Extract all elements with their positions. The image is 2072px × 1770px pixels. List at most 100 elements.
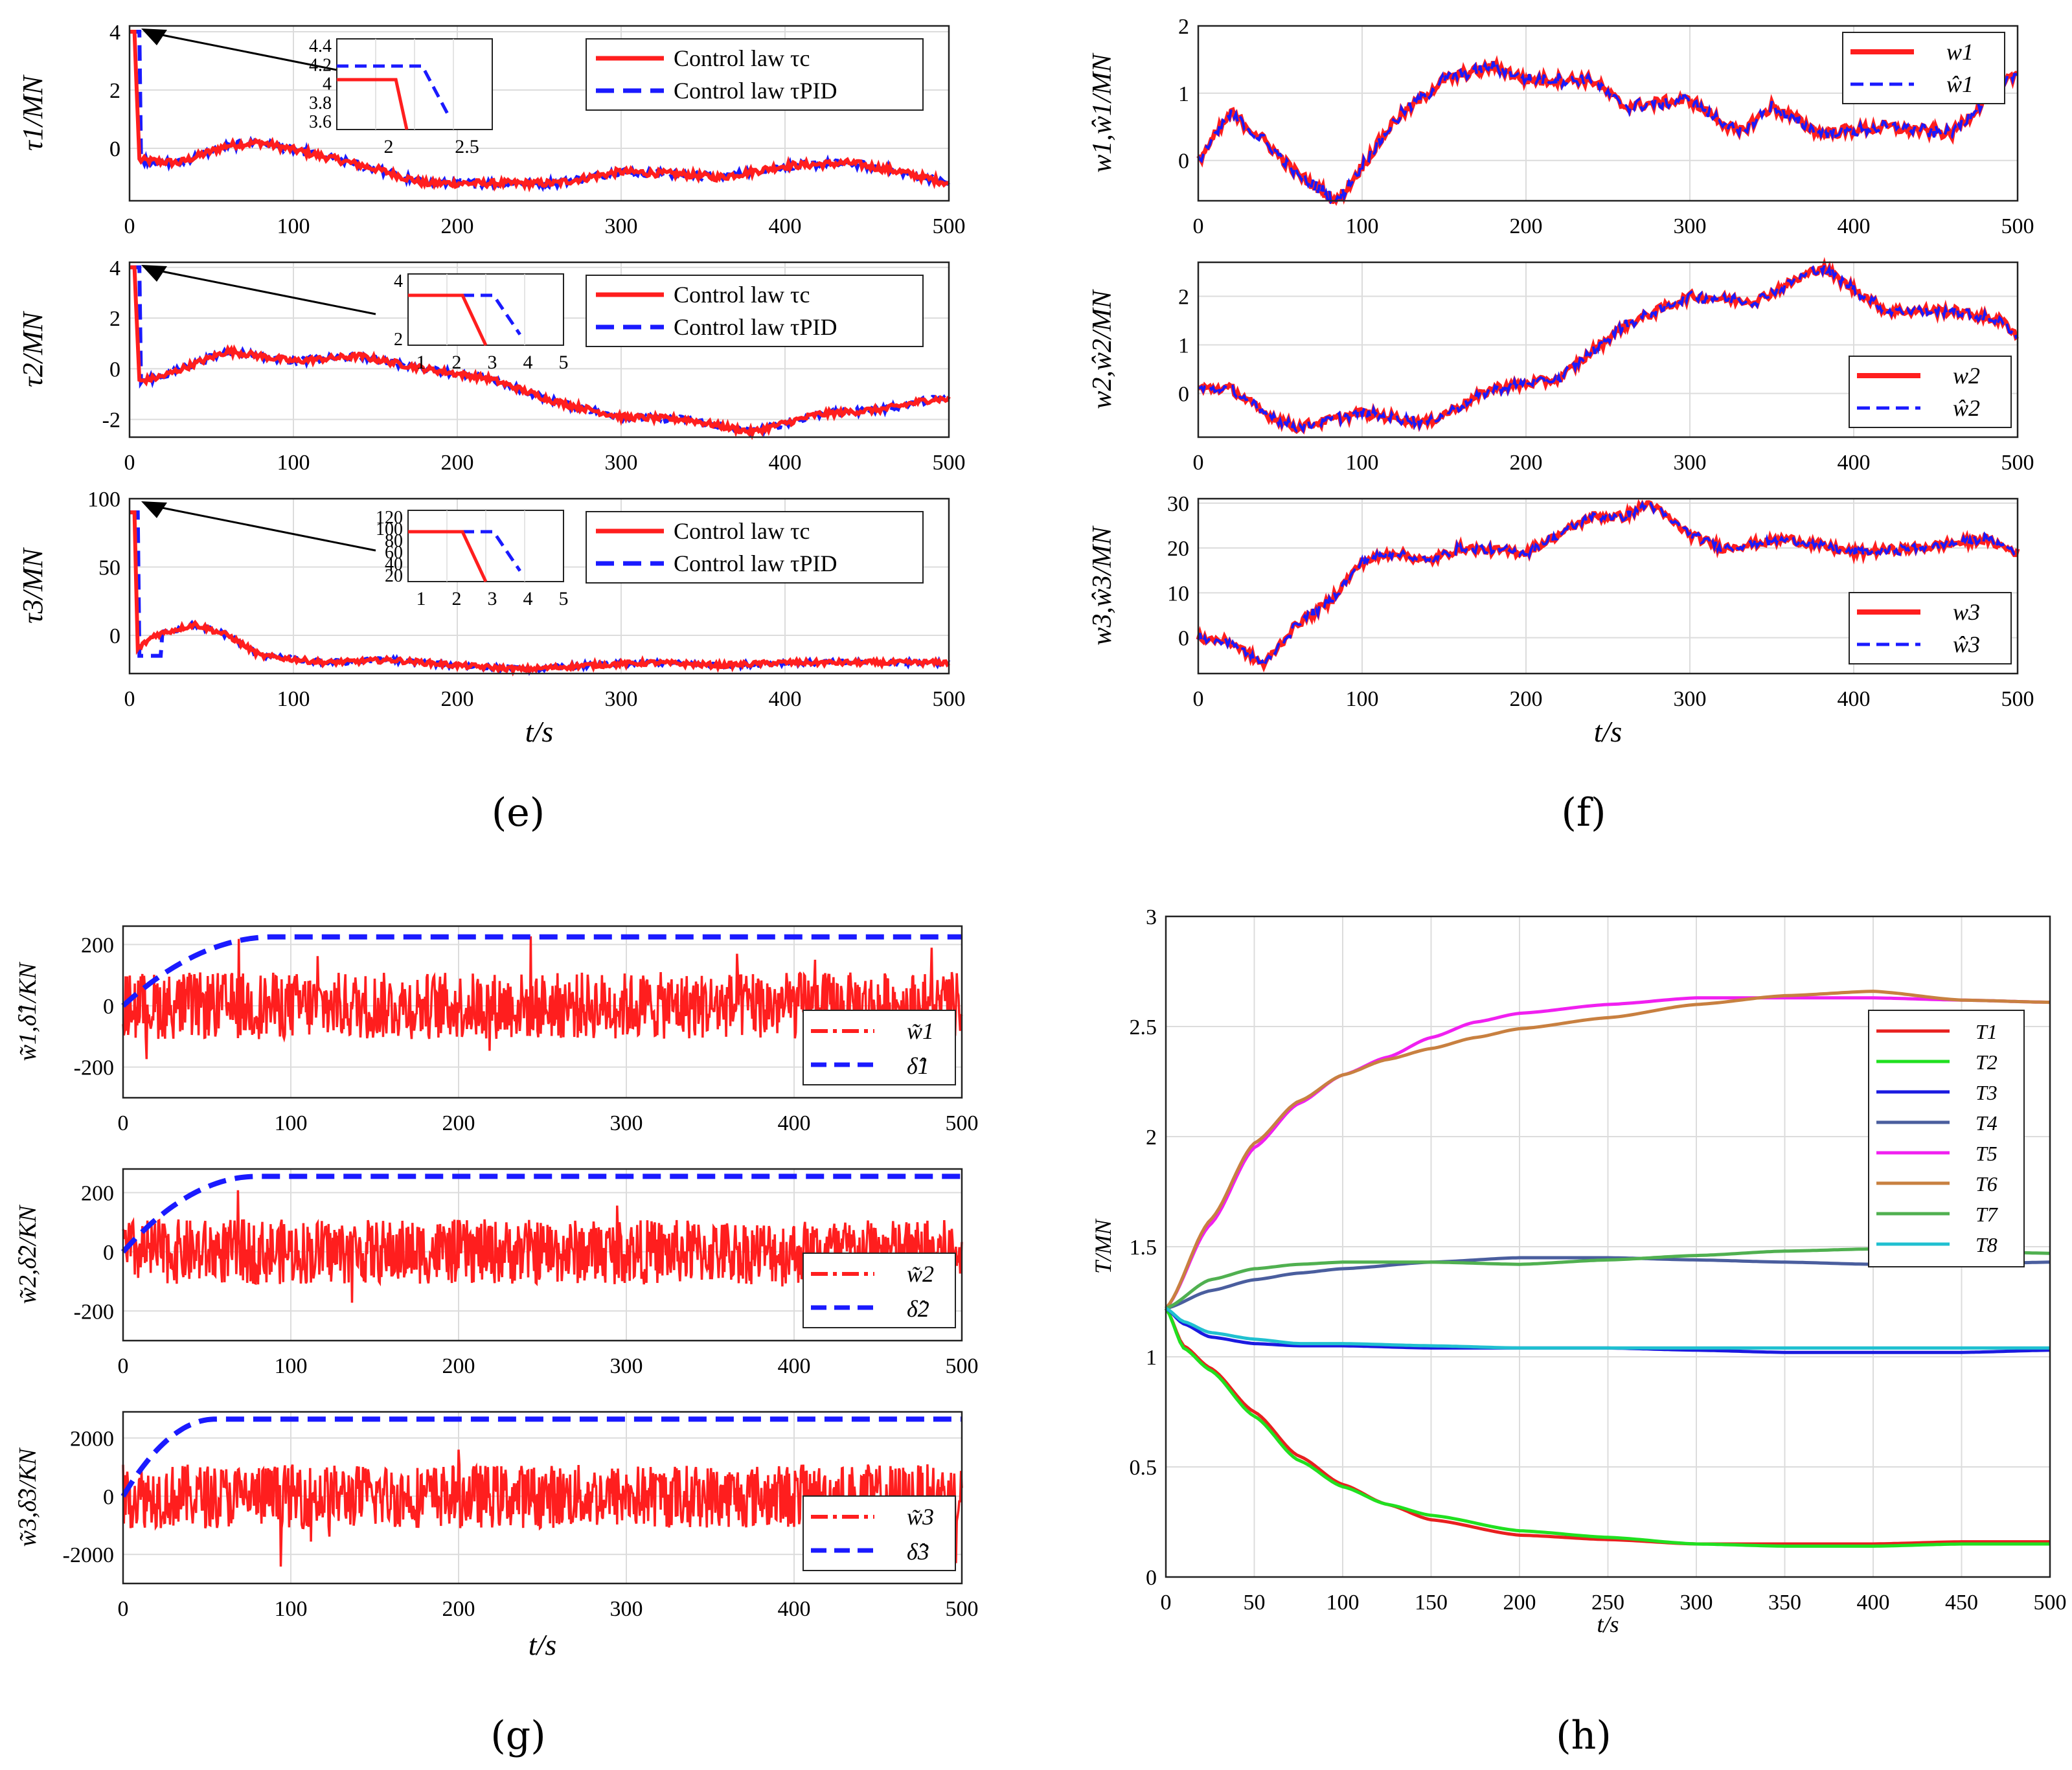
g2-xtick-label: 400 <box>778 1354 811 1378</box>
e2-ylabel: τ2/MN <box>17 310 49 387</box>
g2-legend-label-2: δ̂2 <box>907 1296 929 1322</box>
g1-ytick-label: 200 <box>81 933 114 957</box>
f2-legend-label-2: ŵ2 <box>1953 395 1980 421</box>
h-xtick-label: 300 <box>1680 1591 1713 1615</box>
f1-ytick-label: 2 <box>1178 15 1189 39</box>
h-xtick-label: 50 <box>1244 1591 1266 1615</box>
f2-ylabel: w2,ŵ2/MN <box>1087 289 1117 409</box>
g2-xtick-label: 0 <box>118 1354 129 1378</box>
f3-ylabel: w3,ŵ3/MN <box>1087 525 1117 645</box>
e3-legend-box <box>586 511 924 584</box>
e3-inset-ytick: 80 <box>385 531 403 551</box>
e3-xtick-label: 100 <box>277 687 310 711</box>
f1-ytick-label: 1 <box>1178 82 1189 106</box>
g3-xlabel: t/s <box>529 1628 556 1661</box>
e3-xtick-label: 500 <box>933 687 966 711</box>
f3-xtick-label: 0 <box>1193 687 1204 711</box>
h-ytick-label: 0.5 <box>1130 1456 1157 1480</box>
e2-xtick-label: 200 <box>441 451 474 475</box>
f3-legend-label-2: ŵ3 <box>1953 631 1980 657</box>
e1-xtick-label: 100 <box>277 214 310 238</box>
e1-ytick-label: 2 <box>109 79 120 103</box>
h-ytick-label: 0 <box>1146 1566 1157 1590</box>
e3-arrow-line <box>148 504 376 552</box>
h-legend-label-T6: T6 <box>1975 1172 1998 1196</box>
e2-frame <box>128 261 950 438</box>
g3-xtick-label: 200 <box>442 1597 475 1621</box>
g3-ytick-label: 0 <box>103 1485 114 1509</box>
e2-xtick-label: 0 <box>124 451 135 475</box>
f1-xtick-label: 400 <box>1838 214 1871 238</box>
e1-inset-ytick: 4.4 <box>309 36 332 56</box>
f2-xtick-label: 500 <box>2001 451 2034 475</box>
g2-ylabel: w̃2,δ̂2/KN <box>14 1204 41 1304</box>
e2-xtick-label: 500 <box>933 451 966 475</box>
e2-ytick-label: 0 <box>109 357 120 381</box>
e3-inset-xtick: 5 <box>559 588 569 609</box>
f3-ytick-label: 20 <box>1167 537 1189 561</box>
g1-ytick-label: -200 <box>74 1056 114 1080</box>
e3-legend-label-2: Control law τPID <box>674 550 837 576</box>
f3-xtick-label: 400 <box>1838 687 1871 711</box>
h-series-T1 <box>1164 1307 2050 1546</box>
h-xtick-label: 450 <box>1945 1591 1978 1615</box>
g1-xtick-label: 200 <box>442 1111 475 1135</box>
subplot-g3: 0 100 200 300 400 500 -2000 0 2000 w̃3 δ̂3 w̃3,δ̂3/… <box>14 1411 979 1661</box>
f1-xtick-label: 0 <box>1193 214 1204 238</box>
e2-inset-ytick: 2 <box>394 330 403 350</box>
subplot-h: 0 50 100 150 200 250 300 350 400 450 500 0 0.5 1 1.5 2 2… <box>1090 905 2067 1637</box>
e2-ytick-label: -2 <box>102 409 120 433</box>
e2-arrow-head <box>141 265 167 282</box>
g1-xtick-label: 100 <box>275 1111 308 1135</box>
e3-inset-xtick: 2 <box>452 588 462 609</box>
h-xtick-label: 150 <box>1415 1591 1448 1615</box>
e1-xtick-label: 0 <box>124 214 135 238</box>
g3-xtick-label: 100 <box>275 1597 308 1621</box>
e1-ytick-label: 4 <box>109 21 120 45</box>
h-legend-label-T3: T3 <box>1975 1081 1998 1104</box>
subplot-g1: 0 100 200 300 400 500 -200 0 200 w̃1 δ̂1 w̃1,δ̂1/KN <box>14 925 979 1135</box>
g1-legend-box <box>803 1010 956 1085</box>
e2-inset-ytick: 4 <box>394 271 403 291</box>
g1-xtick-label: 500 <box>946 1111 979 1135</box>
f1-ylabel: w1,ŵ1/MN <box>1087 52 1117 172</box>
e1-legend-label-2: Control law τPID <box>674 78 837 104</box>
e2-inset-xtick: 4 <box>523 352 533 373</box>
e3-arrow-head <box>141 501 167 518</box>
e2-legend-box <box>586 275 924 347</box>
h-legend-label-T8: T8 <box>1975 1233 1998 1256</box>
e1-xtick-label: 300 <box>605 214 638 238</box>
h-legend-label-T2: T2 <box>1975 1050 1998 1074</box>
subplot-f1: 0 100 200 300 400 500 0 1 2 w1 ŵ1 w1,ŵ1/MN <box>1087 15 2034 238</box>
e3-inset-ytick: 120 <box>376 508 403 528</box>
e1-inset-pid <box>337 64 451 117</box>
h-frame <box>1165 915 2051 1578</box>
g3-ytick-label: -2000 <box>63 1543 114 1567</box>
e3-xlabel: t/s <box>525 715 553 748</box>
g3-frame <box>122 1411 963 1585</box>
g3-xtick-label: 300 <box>610 1597 643 1621</box>
g1-wtilde-line <box>122 936 963 1078</box>
f3-xlabel: t/s <box>1594 715 1622 748</box>
g2-legend-label-1: w̃2 <box>907 1261 934 1287</box>
e1-xtick-label: 500 <box>933 214 966 238</box>
e3-inset-ytick: 40 <box>385 554 403 574</box>
e2-ytick-label: 2 <box>109 307 120 331</box>
e1-arrow-head <box>141 28 167 45</box>
h-xtick-label: 200 <box>1503 1591 1536 1615</box>
e1-ylabel: τ1/MN <box>17 74 49 151</box>
e3-xtick-label: 400 <box>769 687 802 711</box>
h-xtick-label: 400 <box>1857 1591 1890 1615</box>
e2-arrow-line <box>148 267 376 315</box>
f2-frame <box>1197 261 2019 438</box>
h-ytick-label: 1.5 <box>1130 1236 1157 1260</box>
g1-xtick-label: 400 <box>778 1111 811 1135</box>
h-series-T6 <box>1165 990 2051 1310</box>
f2-what-line <box>1198 264 2019 434</box>
e3-inset-xtick: 1 <box>416 588 426 609</box>
e2-control-line <box>130 265 951 440</box>
g1-xtick-label: 0 <box>118 1111 129 1135</box>
subplot-f2: 0 100 200 300 400 500 0 1 2 w2 ŵ2 w2,ŵ2/MN <box>1087 256 2034 475</box>
